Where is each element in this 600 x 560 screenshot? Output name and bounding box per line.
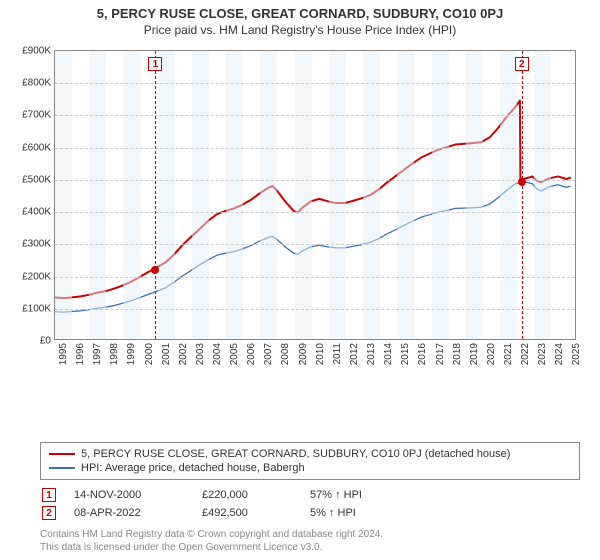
x-axis-label: 2006 (246, 343, 257, 365)
sale-date: 14-NOV-2000 (74, 489, 184, 501)
x-axis-label: 2003 (195, 343, 206, 365)
chart-title: 5, PERCY RUSE CLOSE, GREAT CORNARD, SUDB… (0, 0, 600, 21)
year-band (466, 51, 483, 339)
x-axis-label: 2000 (144, 343, 155, 365)
sale-hpi-delta: 57% ↑ HPI (310, 489, 362, 501)
legend-row: HPI: Average price, detached house, Babe… (49, 461, 571, 475)
y-axis-label: £800K (22, 78, 51, 89)
x-axis-label: 2002 (178, 343, 189, 365)
y-axis-label: £500K (22, 174, 51, 185)
x-axis-label: 2024 (554, 343, 565, 365)
x-axis-label: 2025 (571, 343, 582, 365)
x-axis-label: 2016 (417, 343, 428, 365)
year-band (123, 51, 140, 339)
x-axis-label: 2005 (229, 343, 240, 365)
x-axis-label: 2014 (383, 343, 394, 365)
sales-list: 1 14-NOV-2000 £220,000 57% ↑ HPI 2 08-APR-202… (40, 486, 580, 522)
chart-subtitle: Price paid vs. HM Land Registry's House … (0, 21, 600, 41)
gridline (55, 212, 575, 213)
gridline (55, 115, 575, 116)
y-axis-label: £600K (22, 142, 51, 153)
x-axis-label: 2020 (486, 343, 497, 365)
legend-label: 5, PERCY RUSE CLOSE, GREAT CORNARD, SUDB… (81, 448, 510, 460)
year-band (534, 51, 551, 339)
callout-number: 1 (148, 57, 162, 71)
year-band (397, 51, 414, 339)
sale-marker (151, 266, 159, 274)
sale-price: £220,000 (202, 489, 292, 501)
year-band (500, 51, 517, 339)
chart-footer: 5, PERCY RUSE CLOSE, GREAT CORNARD, SUDB… (40, 442, 580, 554)
x-axis-label: 2023 (537, 343, 548, 365)
gridline (55, 277, 575, 278)
legend-swatch (49, 467, 75, 469)
callout-line (522, 51, 523, 339)
sale-price: £492,500 (202, 507, 292, 519)
x-axis-label: 2021 (503, 343, 514, 365)
year-band (192, 51, 209, 339)
y-axis-label: £300K (22, 239, 51, 250)
year-band (55, 51, 72, 339)
y-axis-label: £700K (22, 110, 51, 121)
y-axis-label: £900K (22, 46, 51, 57)
x-axis-label: 2009 (298, 343, 309, 365)
x-axis-label: 1996 (75, 343, 86, 365)
x-axis-label: 2004 (212, 343, 223, 365)
legend: 5, PERCY RUSE CLOSE, GREAT CORNARD, SUDB… (40, 442, 580, 480)
plot-area: £0£100K£200K£300K£400K£500K£600K£700K£80… (54, 50, 576, 340)
y-axis-label: £0 (40, 336, 51, 347)
sale-number: 2 (42, 506, 56, 520)
callout-line (155, 51, 156, 339)
x-axis-label: 1995 (58, 343, 69, 365)
sale-number: 1 (42, 488, 56, 502)
x-axis-label: 2022 (520, 343, 531, 365)
x-axis-label: 2010 (315, 343, 326, 365)
y-axis-label: £100K (22, 303, 51, 314)
year-band (432, 51, 449, 339)
x-axis-label: 2015 (400, 343, 411, 365)
gridline (55, 244, 575, 245)
year-band (363, 51, 380, 339)
attribution-line2: This data is licensed under the Open Gov… (40, 541, 580, 554)
x-axis-label: 2008 (280, 343, 291, 365)
x-axis-label: 2011 (332, 343, 343, 365)
sale-row: 2 08-APR-2022 £492,500 5% ↑ HPI (42, 504, 580, 522)
legend-row: 5, PERCY RUSE CLOSE, GREAT CORNARD, SUDB… (49, 447, 571, 461)
year-band (260, 51, 277, 339)
chart-area: £0£100K£200K£300K£400K£500K£600K£700K£80… (40, 44, 580, 374)
x-axis-label: 2019 (469, 343, 480, 365)
x-axis-label: 2013 (366, 343, 377, 365)
sale-marker (518, 178, 526, 186)
x-axis-label: 2001 (161, 343, 172, 365)
gridline (55, 180, 575, 181)
y-axis-label: £400K (22, 207, 51, 218)
gridline (55, 309, 575, 310)
year-band (158, 51, 175, 339)
attribution-line1: Contains HM Land Registry data © Crown c… (40, 528, 580, 541)
x-axis-label: 1999 (126, 343, 137, 365)
y-axis-label: £200K (22, 271, 51, 282)
attribution: Contains HM Land Registry data © Crown c… (40, 528, 580, 554)
callout-number: 2 (515, 57, 529, 71)
sale-row: 1 14-NOV-2000 £220,000 57% ↑ HPI (42, 486, 580, 504)
gridline (55, 148, 575, 149)
x-axis-label: 2007 (263, 343, 274, 365)
year-band (329, 51, 346, 339)
gridline (55, 83, 575, 84)
year-band (226, 51, 243, 339)
legend-label: HPI: Average price, detached house, Babe… (81, 462, 305, 474)
sale-date: 08-APR-2022 (74, 507, 184, 519)
x-axis-label: 1998 (109, 343, 120, 365)
sale-hpi-delta: 5% ↑ HPI (310, 507, 356, 519)
x-axis-label: 2018 (452, 343, 463, 365)
x-axis-label: 2017 (435, 343, 446, 365)
x-axis-label: 1997 (92, 343, 103, 365)
x-axis-label: 2012 (349, 343, 360, 365)
year-band (89, 51, 106, 339)
year-band (295, 51, 312, 339)
legend-swatch (49, 453, 75, 455)
